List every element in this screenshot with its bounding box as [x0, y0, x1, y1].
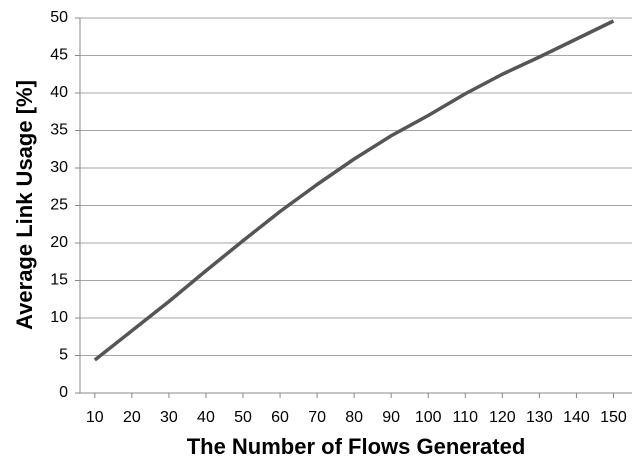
- y-tick-label: 35: [50, 122, 68, 139]
- x-axis-title: The Number of Flows Generated: [187, 434, 526, 459]
- x-tick-label: 150: [600, 409, 627, 426]
- y-tick-label: 0: [59, 384, 68, 401]
- y-tick-label: 20: [50, 234, 68, 251]
- x-tick-label: 100: [415, 409, 442, 426]
- x-tick-label: 40: [197, 409, 215, 426]
- y-tick-label: 40: [50, 84, 68, 101]
- y-tick-label: 30: [50, 159, 68, 176]
- x-tick-label: 30: [160, 409, 178, 426]
- y-axis-title: Average Link Usage [%]: [12, 80, 37, 330]
- x-tick-label: 130: [526, 409, 553, 426]
- x-tick-label: 90: [382, 409, 400, 426]
- x-tick-label: 20: [123, 409, 141, 426]
- y-tick-label: 15: [50, 272, 68, 289]
- x-tick-label: 120: [489, 409, 516, 426]
- x-tick-label: 140: [563, 409, 590, 426]
- x-tick-label: 70: [308, 409, 326, 426]
- y-tick-label: 5: [59, 347, 68, 364]
- x-tick-label: 60: [271, 409, 289, 426]
- x-tick-label: 10: [86, 409, 104, 426]
- x-tick-label: 110: [453, 409, 479, 426]
- y-tick-label: 45: [50, 47, 68, 64]
- y-tick-label: 10: [50, 309, 68, 326]
- x-tick-label: 50: [234, 409, 252, 426]
- y-tick-label: 50: [50, 9, 68, 26]
- x-tick-label: 80: [345, 409, 363, 426]
- data-line: [93, 19, 615, 362]
- y-tick-label: 25: [50, 197, 68, 214]
